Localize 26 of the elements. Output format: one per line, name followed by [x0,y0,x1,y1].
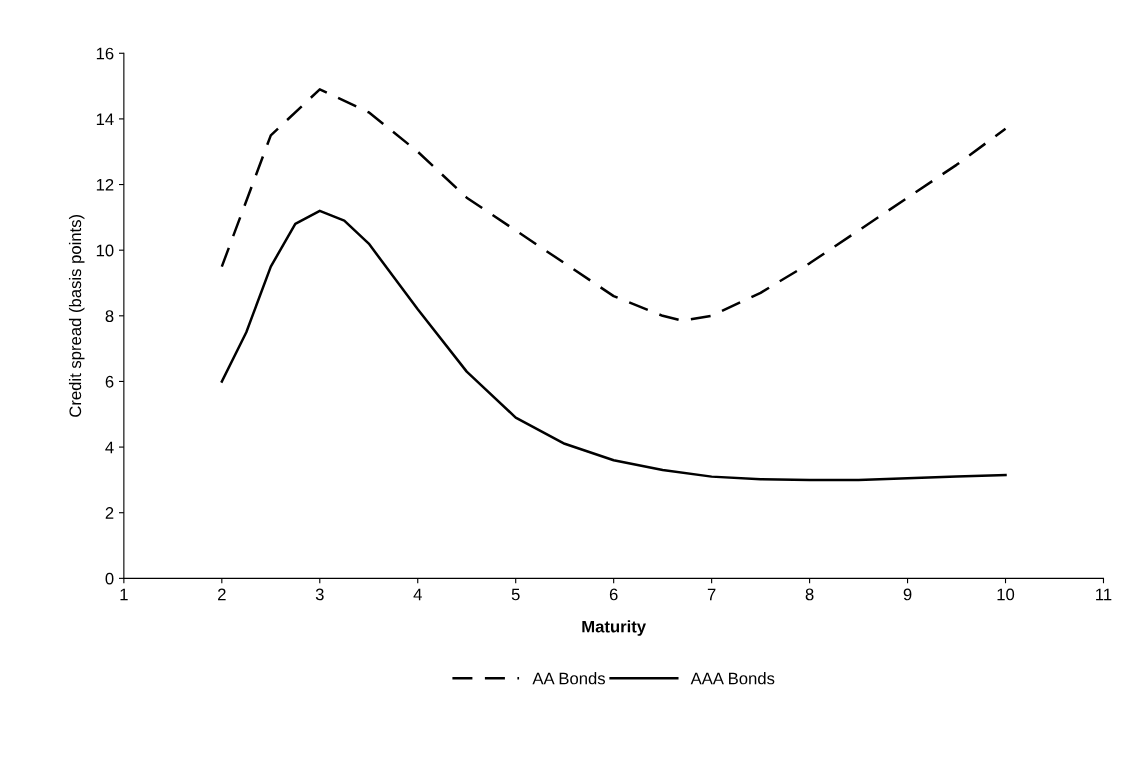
x-tick-label: 3 [315,588,324,601]
x-tick-label: 5 [511,588,520,601]
x-tick-label: 2 [218,588,226,601]
y-tick-label: 4 [105,441,114,454]
x-tick-label: 1 [120,588,128,601]
x-tick-label: 10 [997,588,1015,601]
x-tick-label: 11 [1096,588,1112,601]
x-tick-label: 7 [707,588,716,601]
x-tick-label: 6 [609,588,618,601]
y-tick-label: 8 [105,310,114,323]
y-axis-title: Credit spread (basis points) [68,214,85,417]
legend-label: AAA Bonds [690,672,775,685]
y-tick-label: 14 [96,113,114,125]
x-axis-title: Maturity [582,620,646,636]
y-tick-label: 2 [105,507,114,519]
y-tick-label: 6 [105,375,114,388]
y-tick-label: 0 [105,572,114,585]
legend-label: AA Bonds [532,672,606,685]
y-tick-label: 16 [96,47,114,60]
x-tick-label: 9 [903,588,912,601]
line-series [220,209,1007,482]
y-tick-label: 12 [96,178,114,191]
line-series [220,88,1007,322]
x-tick-label: 4 [413,588,422,601]
y-tick-label: 10 [96,244,114,257]
x-tick-label: 8 [805,588,814,601]
